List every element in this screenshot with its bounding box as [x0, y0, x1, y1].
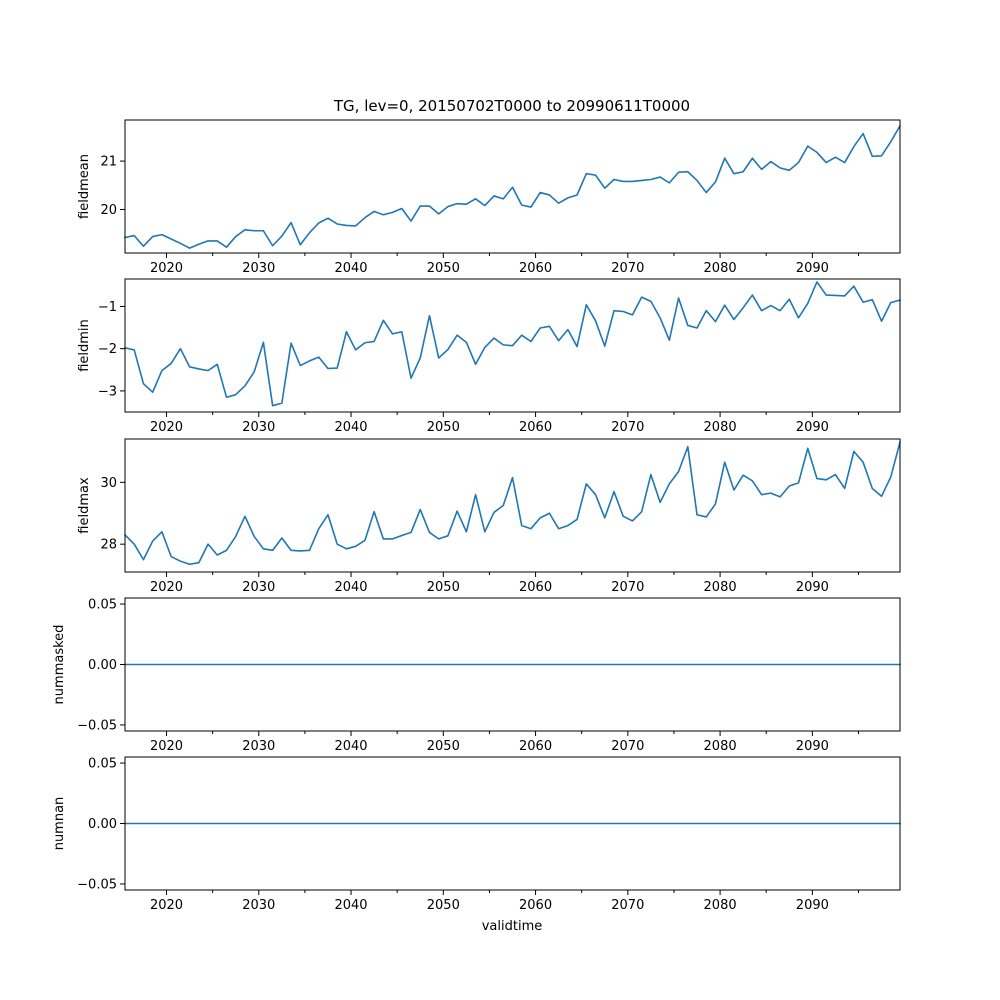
chart-title: TG, lev=0, 20150702T0000 to 20990611T000… [333, 97, 690, 115]
fieldmax-x-tick-label: 2050 [427, 580, 460, 595]
fieldmin-x-tick-label: 2060 [519, 420, 552, 435]
panel-numnan: 2020 2030 2040 2050 2060 2070 2080 2090 −0.05 0.0… [52, 756, 901, 913]
fieldmean-y-tick-label: 21 [100, 155, 117, 170]
numnan-x-tick-label: 2040 [334, 898, 367, 913]
fieldmin-x-tick-label: 2030 [242, 420, 275, 435]
fieldmax-y-axis-label: fieldmax [77, 477, 92, 534]
fieldmax-x-tick-label: 2040 [334, 580, 367, 595]
fieldmax-y-tick-label: 28 [100, 538, 117, 553]
fieldmax-y-tick-label: 30 [100, 476, 117, 491]
panel-fieldmean: 2020 2030 2040 2050 2060 2070 2080 2090 20 21 fiel… [77, 119, 902, 276]
panel-fieldmin: 2020 2030 2040 2050 2060 2070 2080 2090 −3 −2 −1 fi… [77, 278, 901, 435]
x-axis-label: validtime [482, 919, 543, 934]
nummasked-y-tick-label: 0.05 [88, 598, 117, 613]
fieldmin-series-line [124, 281, 901, 407]
nummasked-x-tick-label: 2040 [334, 739, 367, 754]
fieldmax-x-tick-label: 2030 [242, 580, 275, 595]
panel-fieldmax: 2020 2030 2040 2050 2060 2070 2080 2090 28 30 fiel… [77, 438, 901, 595]
fieldmin-y-axis-label: fieldmin [77, 319, 92, 372]
nummasked-x-tick-label: 2090 [796, 739, 829, 754]
nummasked-x-tick-label: 2030 [242, 739, 275, 754]
nummasked-y-tick-label: 0.00 [88, 658, 117, 673]
fieldmean-y-axis-label: fieldmean [77, 154, 92, 219]
numnan-x-tick-label: 2030 [242, 898, 275, 913]
nummasked-x-tick-label: 2060 [519, 739, 552, 754]
fieldmean-x-tick-label: 2090 [796, 261, 829, 276]
fieldmean-x-tick-label: 2050 [427, 261, 460, 276]
fieldmin-axes-frame [124, 278, 901, 413]
fieldmin-x-tick-label: 2020 [150, 420, 183, 435]
fieldmax-x-tick-label: 2090 [796, 580, 829, 595]
fieldmean-series-line [124, 124, 902, 249]
fieldmax-x-tick-label: 2060 [519, 580, 552, 595]
fieldmean-axes-frame [124, 119, 901, 254]
nummasked-y-tick-label: −0.05 [77, 718, 117, 733]
fieldmin-x-tick-label: 2070 [611, 420, 644, 435]
nummasked-x-tick-label: 2020 [150, 739, 183, 754]
fieldmean-x-tick-label: 2020 [150, 261, 183, 276]
nummasked-y-axis-label: nummasked [52, 625, 67, 705]
fieldmax-series-line [123, 441, 901, 566]
numnan-y-tick-label: 0.00 [88, 817, 117, 832]
fieldmax-x-tick-label: 2020 [150, 580, 183, 595]
fieldmin-x-tick-label: 2080 [704, 420, 737, 435]
fieldmean-x-tick-label: 2060 [519, 261, 552, 276]
fieldmin-y-tick-label: −2 [98, 342, 117, 357]
fieldmin-x-tick-label: 2040 [334, 420, 367, 435]
fieldmin-y-tick-label: −1 [98, 300, 117, 315]
fieldmin-x-tick-label: 2090 [796, 420, 829, 435]
fieldmin-y-tick-label: −3 [98, 384, 117, 399]
numnan-x-tick-label: 2090 [796, 898, 829, 913]
numnan-y-tick-label: −0.05 [77, 877, 117, 892]
numnan-x-tick-label: 2050 [427, 898, 460, 913]
fieldmean-y-tick-label: 20 [100, 203, 117, 218]
fieldmean-x-tick-label: 2040 [334, 261, 367, 276]
panel-nummasked: 2020 2030 2040 2050 2060 2070 2080 2090 −0.05 0.0… [52, 597, 901, 754]
nummasked-x-tick-label: 2080 [704, 739, 737, 754]
fieldmean-x-tick-label: 2080 [704, 261, 737, 276]
numnan-x-tick-label: 2070 [611, 898, 644, 913]
nummasked-x-tick-label: 2050 [427, 739, 460, 754]
numnan-x-tick-label: 2080 [704, 898, 737, 913]
numnan-y-tick-label: 0.05 [88, 757, 117, 772]
numnan-x-tick-label: 2020 [150, 898, 183, 913]
fieldmax-axes-frame [124, 438, 901, 573]
fieldmax-x-tick-label: 2080 [704, 580, 737, 595]
fieldmax-x-tick-label: 2070 [611, 580, 644, 595]
fieldmean-x-tick-label: 2030 [242, 261, 275, 276]
fieldmin-x-tick-label: 2050 [427, 420, 460, 435]
fieldmean-x-tick-label: 2070 [611, 261, 644, 276]
nummasked-x-tick-label: 2070 [611, 739, 644, 754]
numnan-y-axis-label: numnan [52, 797, 67, 851]
numnan-x-tick-label: 2060 [519, 898, 552, 913]
